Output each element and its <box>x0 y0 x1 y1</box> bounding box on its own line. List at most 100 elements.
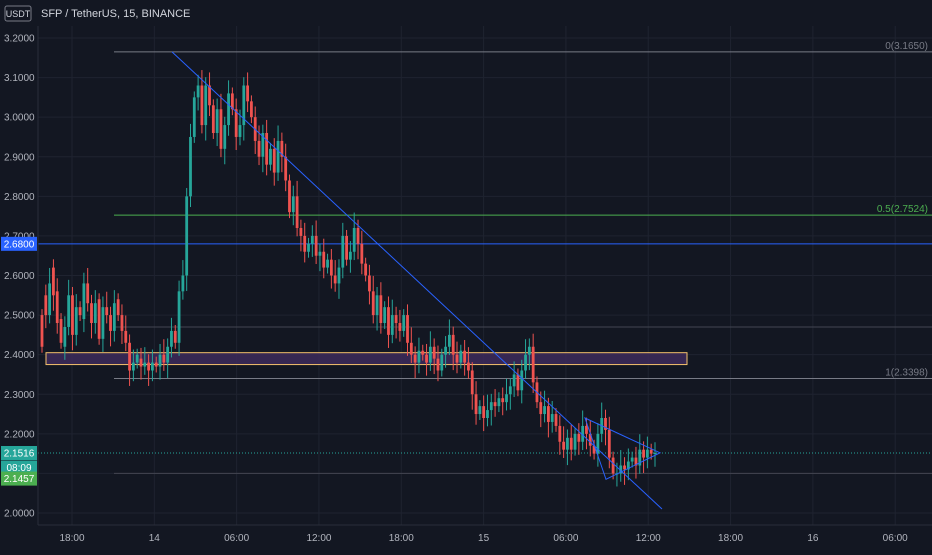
candle-body <box>417 350 421 363</box>
candle-body <box>398 323 402 331</box>
ma-price-badge: 2.1457 <box>4 474 35 485</box>
candle-body <box>512 374 516 387</box>
candle-body <box>71 295 74 335</box>
price-tick-label: 2.2000 <box>4 429 35 440</box>
candle-body <box>170 330 173 347</box>
candle-body <box>478 406 482 415</box>
candle-body <box>276 140 280 173</box>
candle-body <box>250 101 253 118</box>
candle-body <box>638 449 642 466</box>
candle-body <box>128 342 131 371</box>
candle-body <box>40 315 44 347</box>
candle-body <box>451 334 455 355</box>
time-tick-label: 15 <box>478 533 490 544</box>
candle-body <box>261 133 265 157</box>
triangle-pattern <box>584 417 662 481</box>
candle-body <box>55 291 59 323</box>
price-tick-label: 2.9000 <box>4 152 35 163</box>
candle-body <box>173 330 177 343</box>
candle-body <box>67 295 71 327</box>
candle-body <box>489 402 493 411</box>
candle-body <box>314 235 318 256</box>
candle-body <box>520 370 524 391</box>
price-tick-label: 2.4000 <box>4 350 35 361</box>
candle-body <box>364 263 368 276</box>
candle-body <box>257 140 261 157</box>
candle-body <box>467 362 470 371</box>
candle-body <box>360 243 364 264</box>
candle-body <box>486 410 489 418</box>
candle-body <box>151 362 154 371</box>
candle-body <box>394 315 398 323</box>
candle-body <box>238 125 242 137</box>
horizontal-line-badge: 2.6800 <box>4 239 35 250</box>
candle-body <box>82 283 86 320</box>
currency-button[interactable]: USDT <box>4 5 32 22</box>
price-tick-label: 2.3000 <box>4 390 35 401</box>
currency-label: USDT <box>6 9 31 19</box>
candle-body <box>227 93 230 126</box>
candle-body <box>554 414 558 426</box>
price-tick-label: 2.6000 <box>4 271 35 282</box>
candle-body <box>607 429 611 458</box>
candle-body <box>112 303 116 331</box>
candle-body <box>619 465 623 474</box>
time-tick-label: 18:00 <box>59 533 84 544</box>
candle-body <box>459 350 463 363</box>
candle-body <box>539 402 543 415</box>
candle-body <box>345 235 348 260</box>
time-tick-label: 12:00 <box>306 533 331 544</box>
time-tick-label: 12:00 <box>636 533 661 544</box>
candle-body <box>516 374 520 391</box>
candle-body <box>474 394 478 415</box>
candle-body <box>569 437 573 450</box>
candle-body <box>181 275 185 292</box>
candle-body <box>577 433 581 442</box>
countdown-badge: 08:09 <box>6 463 31 474</box>
candle-body <box>124 330 128 343</box>
candle-body <box>101 307 105 339</box>
candle-body <box>162 354 166 363</box>
fib-level-label: 1(2.3398) <box>885 367 928 378</box>
candle-body <box>623 465 626 470</box>
candle-body <box>158 354 162 367</box>
price-tick-label: 2.8000 <box>4 192 35 203</box>
candle-body <box>208 85 211 106</box>
time-axis[interactable]: 18:00 14 06:00 12:00 18:00 15 06:00 12:00 18:00 1… <box>38 524 932 544</box>
candle-body <box>406 315 409 343</box>
candle-body <box>428 346 432 363</box>
candle-body <box>265 133 269 165</box>
candle-body <box>626 461 630 470</box>
candle-body <box>166 346 170 363</box>
candle-body <box>97 299 101 339</box>
ma-price-badge-bg <box>1 471 37 486</box>
candle-body <box>371 291 375 316</box>
candle-body <box>230 93 234 110</box>
candle-body <box>318 251 322 256</box>
candle-body <box>242 85 246 126</box>
price-tick-label: 3.1000 <box>4 73 35 84</box>
support-zone <box>45 352 688 366</box>
symbol-title: SFP / TetherUS, 15, BINANCE <box>41 8 190 20</box>
candle-body <box>295 196 299 228</box>
candle-body <box>436 358 440 371</box>
candle-body <box>246 85 250 102</box>
time-tick-label: 16 <box>807 533 819 544</box>
candle-body <box>470 370 474 395</box>
candle-body <box>147 362 151 371</box>
downtrend-line <box>171 51 663 510</box>
candle-body <box>581 425 585 442</box>
candle-body <box>44 295 48 316</box>
candle-body <box>185 196 189 276</box>
candle-body <box>189 136 192 197</box>
time-tick-label: 06:00 <box>883 533 908 544</box>
candle-body <box>531 346 535 383</box>
candles <box>40 70 657 487</box>
candle-body <box>379 295 383 323</box>
candle-body <box>546 406 550 422</box>
time-tick-label: 06:00 <box>553 533 578 544</box>
candle-body <box>329 259 333 276</box>
last-price-badge-bg <box>1 445 37 460</box>
